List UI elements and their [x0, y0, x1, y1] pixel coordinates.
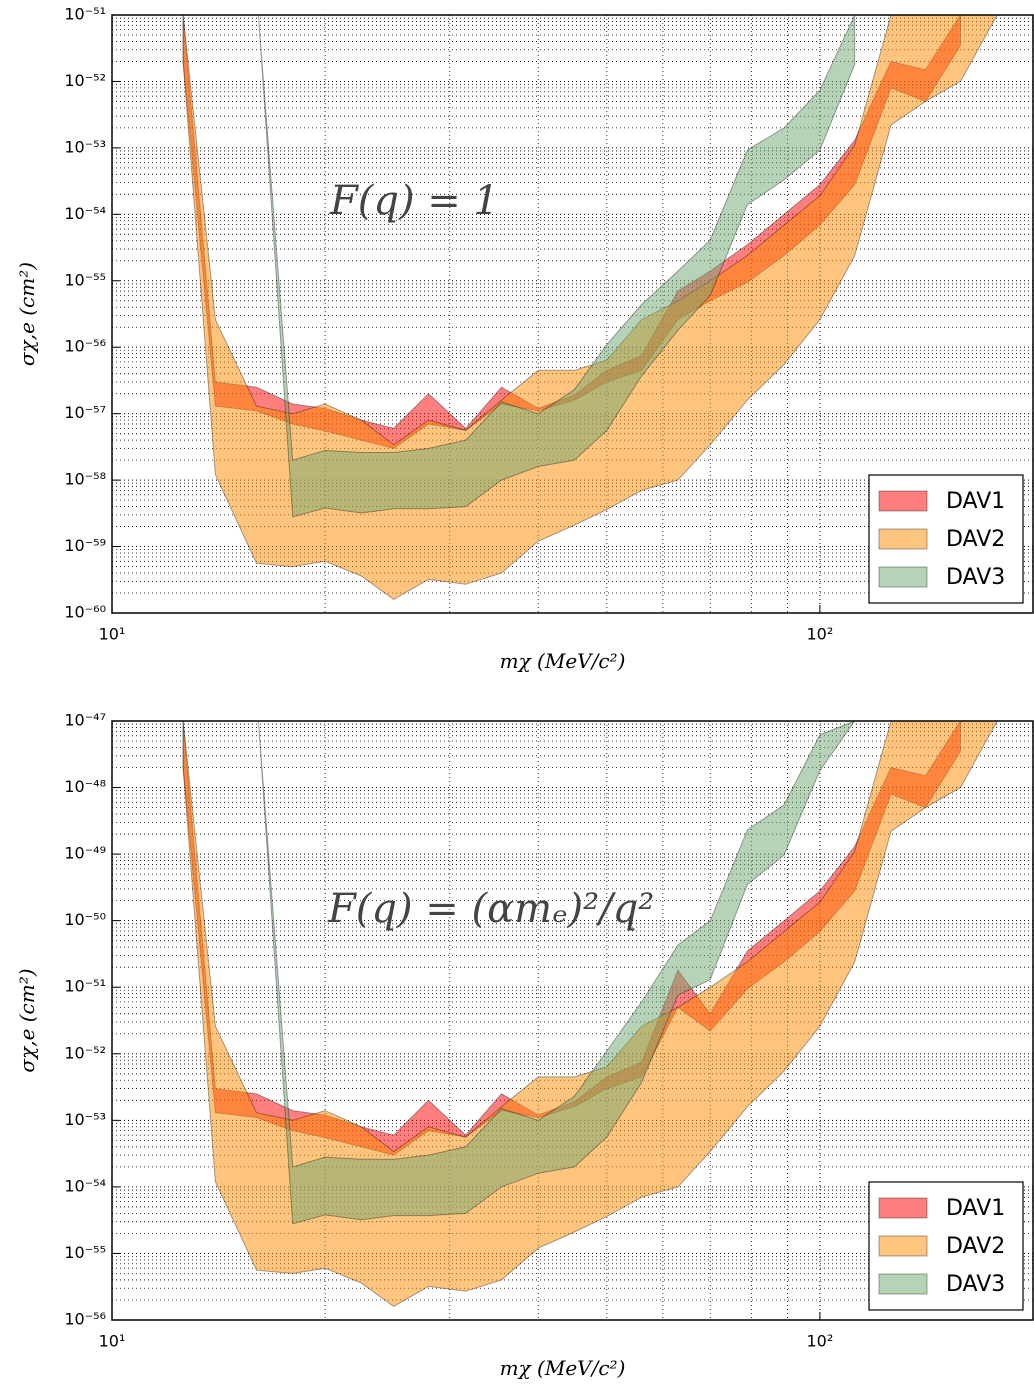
y-axis-label: σχ,e (cm²): [15, 262, 39, 366]
bands: [182, 721, 998, 1307]
y-tick-label: 10⁻⁵⁶: [64, 1310, 106, 1329]
subplot: 10¹ 10² 10⁻⁵⁶ 10⁻⁵⁵ 10⁻⁵⁴ 10⁻⁵³ 10⁻⁵² 10⁻⁵¹ 10⁻⁵…: [15, 711, 1034, 1380]
x-tick-label: 10²: [807, 625, 834, 644]
y-tick-label: 10⁻⁴⁷: [64, 711, 106, 730]
annotation: F(q) = (αmₑ)²/q²: [327, 886, 654, 932]
axes-frame: [111, 720, 1034, 1321]
y-tick-label: 10⁻⁵¹: [64, 977, 106, 996]
legend-swatch: [878, 490, 928, 512]
y-tick-label: 10⁻⁵⁰: [64, 910, 106, 929]
y-tick-label: 10⁻⁵⁶: [64, 337, 106, 356]
y-tick-label: 10⁻⁵⁸: [64, 470, 106, 489]
y-tick-label: 10⁻⁵³: [64, 1110, 106, 1129]
y-tick-label: 10⁻⁵²: [64, 71, 106, 90]
y-tick-label: 10⁻⁵⁵: [64, 1243, 106, 1262]
legend-label: DAV2: [946, 1234, 1005, 1259]
legend-swatch: [878, 528, 928, 550]
x-tick-label: 10²: [807, 1332, 834, 1351]
legend-swatch: [878, 566, 928, 588]
x-axis-label: mχ (MeV/c²): [500, 649, 626, 673]
y-tick-label: 10⁻⁵⁴: [64, 204, 106, 223]
legend-label: DAV3: [946, 565, 1005, 590]
x-tick-label: 10¹: [99, 1332, 126, 1351]
y-tick-label: 10⁻⁵⁴: [64, 1176, 106, 1195]
legend-label: DAV1: [946, 1196, 1005, 1221]
y-tick-label: 10⁻⁵⁷: [64, 403, 106, 422]
band-area: [257, 15, 856, 518]
legend-swatch: [878, 1235, 928, 1257]
y-tick-label: 10⁻⁵⁵: [64, 270, 106, 289]
y-tick-label: 10⁻⁴⁹: [64, 844, 106, 863]
subplot: 10¹ 10² 10⁻⁶⁰ 10⁻⁵⁹ 10⁻⁵⁸ 10⁻⁵⁷ 10⁻⁵⁶ 10⁻⁵⁵ 10⁻⁵…: [15, 5, 1034, 673]
axes-frame: [111, 14, 1034, 614]
y-tick-label: 10⁻⁵¹: [64, 5, 106, 24]
y-tick-label: 10⁻⁵³: [64, 137, 106, 156]
bands: [182, 15, 998, 600]
y-tick-label: 10⁻⁴⁸: [64, 777, 106, 796]
y-tick-label: 10⁻⁶⁰: [64, 603, 106, 622]
y-tick-label: 10⁻⁵²: [64, 1043, 106, 1062]
x-axis-label: mχ (MeV/c²): [500, 1356, 626, 1380]
annotation: F(q) = 1: [329, 178, 499, 224]
legend-label: DAV2: [946, 527, 1005, 552]
legend-swatch: [878, 1197, 928, 1219]
band-area: [257, 721, 856, 1225]
legend-swatch: [878, 1273, 928, 1295]
legend-label: DAV3: [946, 1272, 1005, 1297]
legend-label: DAV1: [946, 489, 1005, 514]
y-tick-label: 10⁻⁵⁹: [64, 536, 106, 555]
x-tick-label: 10¹: [99, 625, 126, 644]
y-axis-label: σχ,e (cm²): [15, 968, 39, 1072]
